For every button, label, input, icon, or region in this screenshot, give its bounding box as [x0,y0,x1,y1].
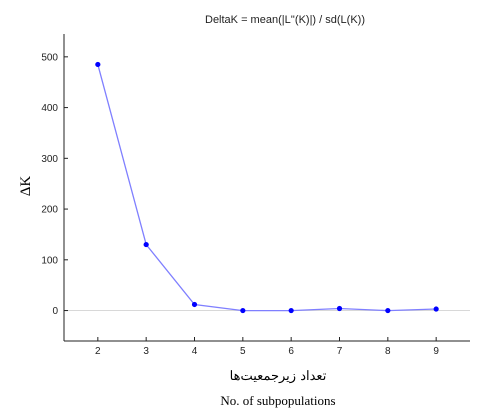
y-tick-label: 500 [41,52,58,63]
y-tick-label: 200 [41,205,58,216]
y-tick-label: 0 [52,306,58,317]
x-axis-label-persian: تعداد زیرجمعیت‌ها [230,369,327,384]
data-point [143,241,149,248]
x-tick-label: 6 [288,346,294,357]
x-tick-label: 3 [143,346,149,357]
data-point [95,61,101,68]
series-line [97,64,437,312]
x-tick-label: 2 [95,346,101,357]
y-tick-label: 100 [41,255,58,266]
x-axis-label: No. of subpopulations [220,393,335,408]
x-tick-label: 9 [433,346,439,357]
x-tick-label: 8 [385,346,391,357]
data-point [433,306,439,312]
chart-title: DeltaK = mean(|L''(K)|) / sd(L(K)) [205,14,365,26]
x-tick-label: 4 [192,346,198,357]
data-point [191,301,198,308]
plot-area: 0 100 200 300 400 500 2 3 4 5 6 7 8 9 [41,34,470,357]
data-point [385,307,391,314]
y-tick-label: 400 [41,103,58,114]
data-point [240,307,246,314]
data-point [288,307,294,314]
x-tick-label: 7 [337,346,343,357]
data-point [336,305,343,312]
x-tick-label: 5 [240,346,246,357]
y-axis-label: ΔK [18,176,34,197]
y-tick-label: 300 [41,154,58,165]
